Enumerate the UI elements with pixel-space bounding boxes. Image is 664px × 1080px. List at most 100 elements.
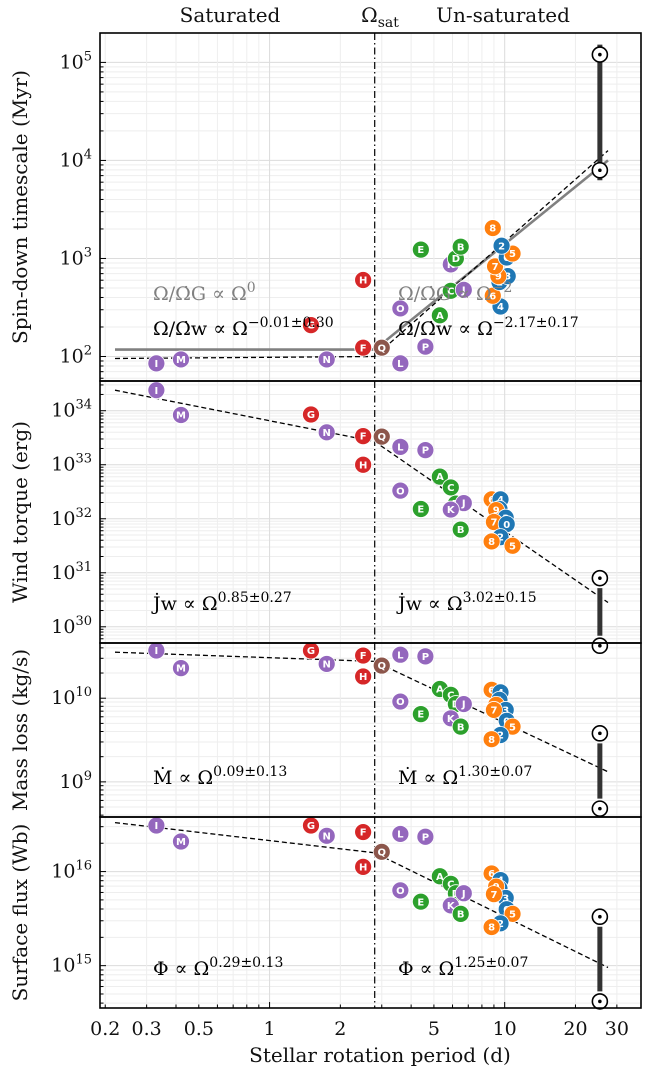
data-point: [372, 656, 391, 675]
y-tick-label: 1016: [51, 859, 92, 883]
data-point: [411, 892, 430, 911]
y-tick-exponent: 3: [84, 245, 92, 260]
sun-symbol-dot: [598, 999, 602, 1004]
annotation-saturated-fit-exponent: 0.29±0.13: [209, 955, 283, 971]
annotation-unsaturated-theory-exponent: −2: [492, 280, 513, 296]
data-point: [172, 832, 190, 851]
data-point: [482, 730, 501, 749]
annotation-unsaturated-fit-exponent: 1.25±0.07: [454, 955, 528, 971]
data-point-label: J: [461, 285, 466, 296]
data-point-label: I: [155, 646, 159, 657]
y-tick-exponent: 34: [75, 398, 92, 413]
data-point: [147, 354, 166, 373]
data-point-label: G: [307, 410, 315, 421]
x-tick-label: 0.3: [132, 1018, 162, 1040]
annotation-unsaturated-fit-base: Ṁ ∝ Ω: [398, 766, 458, 789]
fit-line: [114, 389, 609, 604]
data-point-label: A: [436, 311, 444, 322]
y-tick-base: 10: [51, 955, 75, 977]
data-point-label: 5: [509, 722, 516, 733]
data-point-label: I: [155, 359, 159, 370]
data-point-label: M: [176, 837, 186, 848]
y-tick-base: 10: [51, 508, 75, 530]
data-point-label: 3: [504, 272, 511, 283]
y-axis-label: Surface flux (Wb): [8, 824, 32, 1002]
y-tick-base: 10: [60, 149, 84, 171]
annotation-saturated-fit: Ω/Ω̇w ∝ Ω−0.01±0.30: [153, 315, 334, 340]
data-point-label: 3: [502, 706, 509, 717]
y-tick-exponent: 5: [84, 49, 92, 64]
y-tick-label: 102: [60, 343, 92, 367]
data-point: [391, 825, 410, 843]
data-point: [172, 350, 190, 369]
data-point-label: 7: [490, 890, 497, 901]
data-point-label: 9: [495, 272, 502, 283]
data-point: [391, 354, 410, 373]
data-point-label: 6: [488, 685, 495, 696]
data-point-label: G: [307, 321, 315, 332]
data-point-label: 6: [488, 495, 495, 506]
annotation-unsaturated-fit: Ṁ ∝ Ω1.30±0.07: [398, 764, 532, 789]
data-point: [483, 219, 502, 237]
header-omega-sat: Ωsat: [361, 3, 399, 31]
x-tick-label: 10: [493, 1018, 517, 1040]
y-tick-exponent: 33: [75, 452, 92, 467]
data-point-label: 8: [489, 224, 496, 235]
annotation-unsaturated-fit: Ω/Ω̇w ∝ Ω−2.17±0.17: [398, 315, 579, 340]
x-tick-label: 20: [563, 1018, 587, 1040]
data-point: [172, 406, 190, 424]
data-point-label: K: [447, 901, 456, 912]
data-point-label: J: [461, 700, 466, 711]
data-point: [317, 826, 336, 845]
annotation-unsaturated-fit-exponent: 3.02±0.15: [463, 590, 537, 606]
data-point: [451, 717, 470, 736]
y-tick-label: 1032: [51, 506, 92, 530]
data-point: [354, 646, 373, 665]
data-point-label: 7: [490, 706, 497, 717]
data-point-label: F: [360, 651, 367, 662]
data-point: [430, 306, 449, 325]
data-point-label: F: [360, 343, 367, 354]
annotation-saturated-fit-base: Ω/Ω̇w ∝ Ω: [153, 318, 248, 340]
data-point: [451, 237, 470, 256]
grid-layer: [100, 33, 641, 1008]
panel-frame: [99, 816, 642, 1009]
data-point: [317, 655, 336, 673]
sun-symbol-dot: [598, 576, 602, 580]
y-tick-base: 10: [60, 771, 84, 793]
data-point-label: L: [397, 443, 404, 454]
y-tick-exponent: 15: [75, 953, 92, 968]
y-tick-label: 1030: [51, 614, 92, 638]
data-point: [372, 842, 391, 861]
sun-symbol-dot: [598, 806, 602, 811]
data-point-label: F: [360, 828, 367, 839]
data-point-label: E: [417, 245, 424, 256]
header-saturated: Saturated: [180, 3, 281, 27]
data-point: [430, 467, 449, 486]
header-omega-sat-base: Ω: [361, 3, 378, 27]
data-point: [451, 520, 470, 539]
data-point-label: A: [436, 685, 444, 696]
data-point-label: E: [417, 710, 424, 721]
data-point-label: 3: [502, 894, 509, 905]
x-tick-label: 2: [334, 1018, 346, 1040]
y-tick-exponent: 30: [75, 614, 92, 629]
data-point: [172, 659, 190, 677]
data-point-label: B: [457, 525, 465, 536]
annotation-saturated-theory: Ω/Ω̇G ∝ Ω0: [153, 280, 256, 305]
x-axis-label: Stellar rotation period (d): [249, 1043, 511, 1067]
annotation-saturated-theory-exponent: 0: [247, 280, 256, 296]
annotation-saturated-fit-base: Ṁ ∝ Ω: [153, 766, 213, 789]
data-point-label: 5: [509, 249, 516, 260]
data-point-label: G: [307, 646, 315, 657]
data-point: [454, 280, 473, 299]
data-point: [451, 905, 470, 923]
data-point-label: 6: [488, 869, 495, 880]
data-point-label: A: [436, 872, 444, 883]
data-point: [482, 532, 501, 551]
header-omega-sat-sub: sat: [378, 15, 400, 31]
data-point-label: K: [447, 505, 456, 516]
y-tick-exponent: 10: [75, 685, 92, 700]
data-point: [411, 240, 430, 259]
